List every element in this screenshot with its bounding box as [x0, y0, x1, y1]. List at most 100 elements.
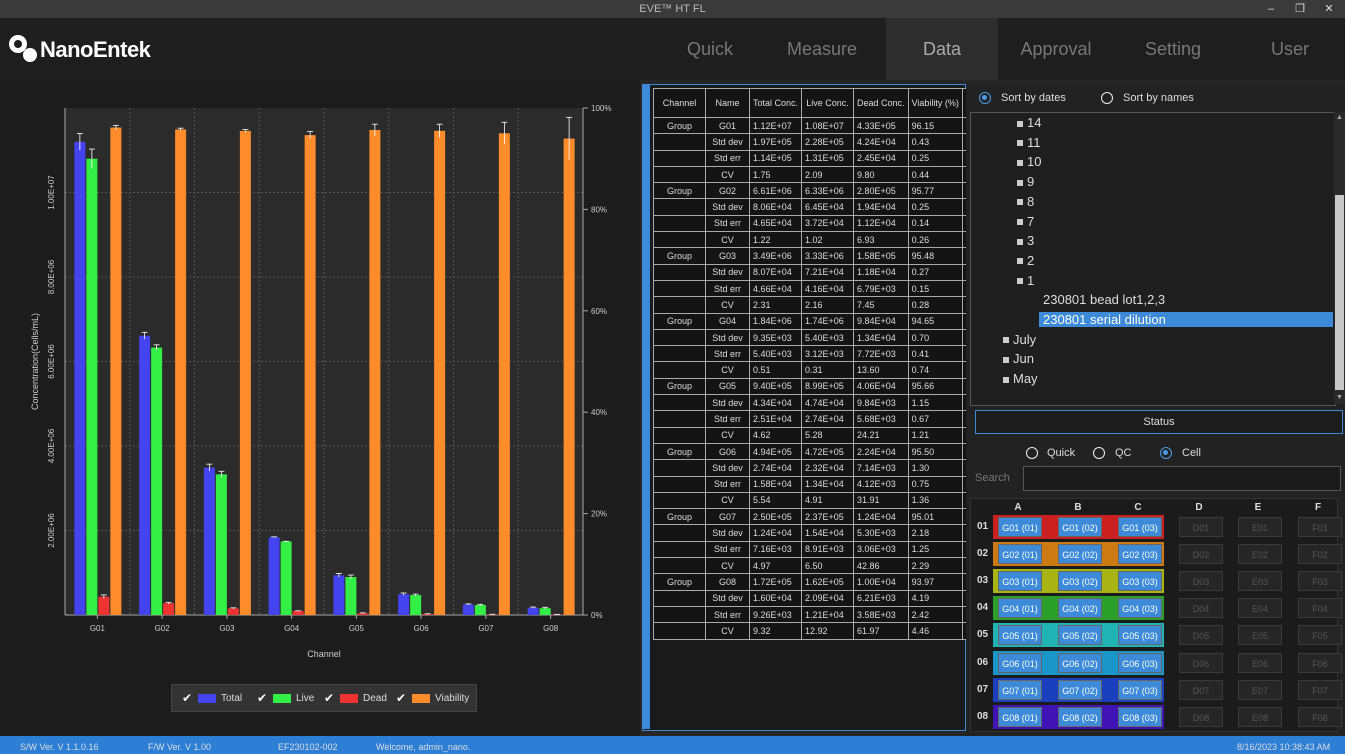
well-active[interactable]: G06 (03): [1118, 652, 1162, 673]
nav-tab-data[interactable]: Data: [886, 18, 998, 80]
column-header[interactable]: Viability (%): [907, 88, 963, 118]
tree-node-day[interactable]: 3: [1017, 233, 1034, 248]
file-tree[interactable]: 14 11 10 9 8 7 3 2 1 230801 bead lot1,2,3 230801 s…: [970, 112, 1336, 406]
well-inactive[interactable]: E04: [1238, 598, 1282, 619]
tree-node-day[interactable]: 14: [1017, 115, 1041, 130]
well-inactive[interactable]: F02: [1298, 544, 1342, 565]
nav-tab-user[interactable]: User: [1270, 39, 1309, 59]
column-header[interactable]: Total Conc.: [748, 88, 803, 118]
tree-node-day[interactable]: 9: [1017, 174, 1034, 189]
well-active[interactable]: G02 (03): [1118, 544, 1162, 565]
well-active[interactable]: G06 (01): [998, 652, 1042, 673]
well-active[interactable]: G04 (03): [1118, 598, 1162, 619]
well-active[interactable]: G05 (01): [998, 625, 1042, 646]
minimize-icon[interactable]: –: [1267, 3, 1275, 15]
well-inactive[interactable]: D04: [1179, 598, 1223, 619]
column-header[interactable]: Live Conc.: [801, 88, 855, 118]
well-inactive[interactable]: E08: [1238, 706, 1282, 727]
well-inactive[interactable]: F03: [1298, 571, 1342, 592]
well-inactive[interactable]: F07: [1298, 679, 1342, 700]
scroll-down-icon[interactable]: ▼: [1336, 394, 1343, 401]
well-active[interactable]: G07 (01): [998, 679, 1042, 700]
checkmark-icon[interactable]: ✔: [257, 691, 268, 705]
well-inactive[interactable]: F05: [1298, 625, 1342, 646]
tree-expand-icon[interactable]: [1017, 179, 1023, 186]
well-inactive[interactable]: F01: [1298, 517, 1342, 537]
well-active[interactable]: G06 (02): [1058, 652, 1102, 673]
tree-node-file[interactable]: 230801 serial dilution: [1039, 312, 1333, 327]
tree-node-day[interactable]: 10: [1017, 154, 1041, 169]
checkmark-icon[interactable]: ✔: [324, 691, 335, 705]
nav-tab-setting[interactable]: Setting: [1144, 39, 1202, 59]
tree-expand-icon[interactable]: [1017, 278, 1023, 285]
well-active[interactable]: G01 (02): [1058, 517, 1102, 537]
tree-node-month[interactable]: Jun: [1003, 351, 1034, 366]
restore-icon[interactable]: ❐: [1295, 3, 1305, 15]
tree-expand-icon[interactable]: [1017, 219, 1023, 226]
well-inactive[interactable]: D06: [1179, 652, 1223, 673]
well-inactive[interactable]: F08: [1298, 706, 1342, 727]
well-active[interactable]: G08 (02): [1058, 706, 1102, 727]
well-inactive[interactable]: E05: [1238, 625, 1282, 646]
column-header[interactable]: Channel: [653, 88, 706, 118]
tree-expand-icon[interactable]: [1017, 120, 1023, 127]
table-row[interactable]: GroupG059.40E+058.99E+054.06E+0495.669.8…: [653, 377, 1024, 396]
well-active[interactable]: G03 (01): [998, 571, 1042, 592]
well-inactive[interactable]: E07: [1238, 679, 1282, 700]
column-header[interactable]: Name: [705, 88, 750, 118]
well-inactive[interactable]: D02: [1179, 544, 1223, 565]
well-active[interactable]: G02 (01): [998, 544, 1042, 565]
well-inactive[interactable]: F04: [1298, 598, 1342, 619]
well-inactive[interactable]: D05: [1179, 625, 1223, 646]
table-row[interactable]: GroupG064.94E+054.72E+052.24E+0495.509.9…: [653, 442, 1024, 461]
well-inactive[interactable]: E06: [1238, 652, 1282, 673]
well-active[interactable]: G01 (01): [998, 517, 1042, 537]
tree-node-day[interactable]: 8: [1017, 194, 1034, 209]
tree-expand-icon[interactable]: [1003, 376, 1009, 383]
tree-node-day[interactable]: 2: [1017, 253, 1034, 268]
well-active[interactable]: G04 (02): [1058, 598, 1102, 619]
search-input[interactable]: [1023, 466, 1341, 491]
mode-cell-radio[interactable]: [1160, 447, 1172, 459]
tree-node-day[interactable]: 11: [1017, 135, 1041, 150]
column-header[interactable]: Dead Conc.: [853, 88, 909, 118]
status-button[interactable]: Status: [975, 410, 1343, 434]
well-active[interactable]: G05 (03): [1118, 625, 1162, 646]
nav-tab-quick[interactable]: Quick: [686, 39, 733, 59]
tree-node-month[interactable]: July: [1003, 332, 1036, 347]
well-inactive[interactable]: F06: [1298, 652, 1342, 673]
table-row[interactable]: GroupG081.72E+051.62E+051.00E+0493.9710.…: [653, 573, 1024, 591]
close-icon[interactable]: ✕: [1324, 3, 1334, 15]
tree-node-file[interactable]: 230801 bead lot1,2,3: [1043, 292, 1166, 308]
well-inactive[interactable]: D07: [1179, 679, 1223, 700]
tree-expand-icon[interactable]: [1017, 258, 1023, 265]
tree-expand-icon[interactable]: [1003, 337, 1009, 344]
sort-by-dates-radio[interactable]: [979, 92, 991, 104]
checkmark-icon[interactable]: ✔: [182, 691, 193, 705]
checkmark-icon[interactable]: ✔: [396, 691, 407, 705]
nav-tab-measure[interactable]: Measure: [786, 39, 858, 59]
well-active[interactable]: G05 (02): [1058, 625, 1102, 646]
well-active[interactable]: G07 (02): [1058, 679, 1102, 700]
tree-expand-icon[interactable]: [1017, 238, 1023, 245]
tree-node-day[interactable]: 7: [1017, 214, 1034, 229]
sort-by-names-radio[interactable]: [1101, 92, 1113, 104]
tree-expand-icon[interactable]: [1017, 159, 1023, 166]
tree-expand-icon[interactable]: [1017, 199, 1023, 206]
well-inactive[interactable]: E01: [1238, 517, 1282, 537]
well-active[interactable]: G04 (01): [998, 598, 1042, 619]
well-active[interactable]: G02 (02): [1058, 544, 1102, 565]
well-inactive[interactable]: E02: [1238, 544, 1282, 565]
well-active[interactable]: G07 (03): [1118, 679, 1162, 700]
mode-quick-radio[interactable]: [1026, 447, 1038, 459]
well-inactive[interactable]: D01: [1179, 517, 1223, 537]
tree-node-day[interactable]: 1: [1017, 273, 1034, 288]
well-inactive[interactable]: D03: [1179, 571, 1223, 592]
tree-scrollbar-thumb[interactable]: [1335, 195, 1344, 390]
well-inactive[interactable]: D08: [1179, 706, 1223, 727]
well-active[interactable]: G08 (03): [1118, 706, 1162, 727]
